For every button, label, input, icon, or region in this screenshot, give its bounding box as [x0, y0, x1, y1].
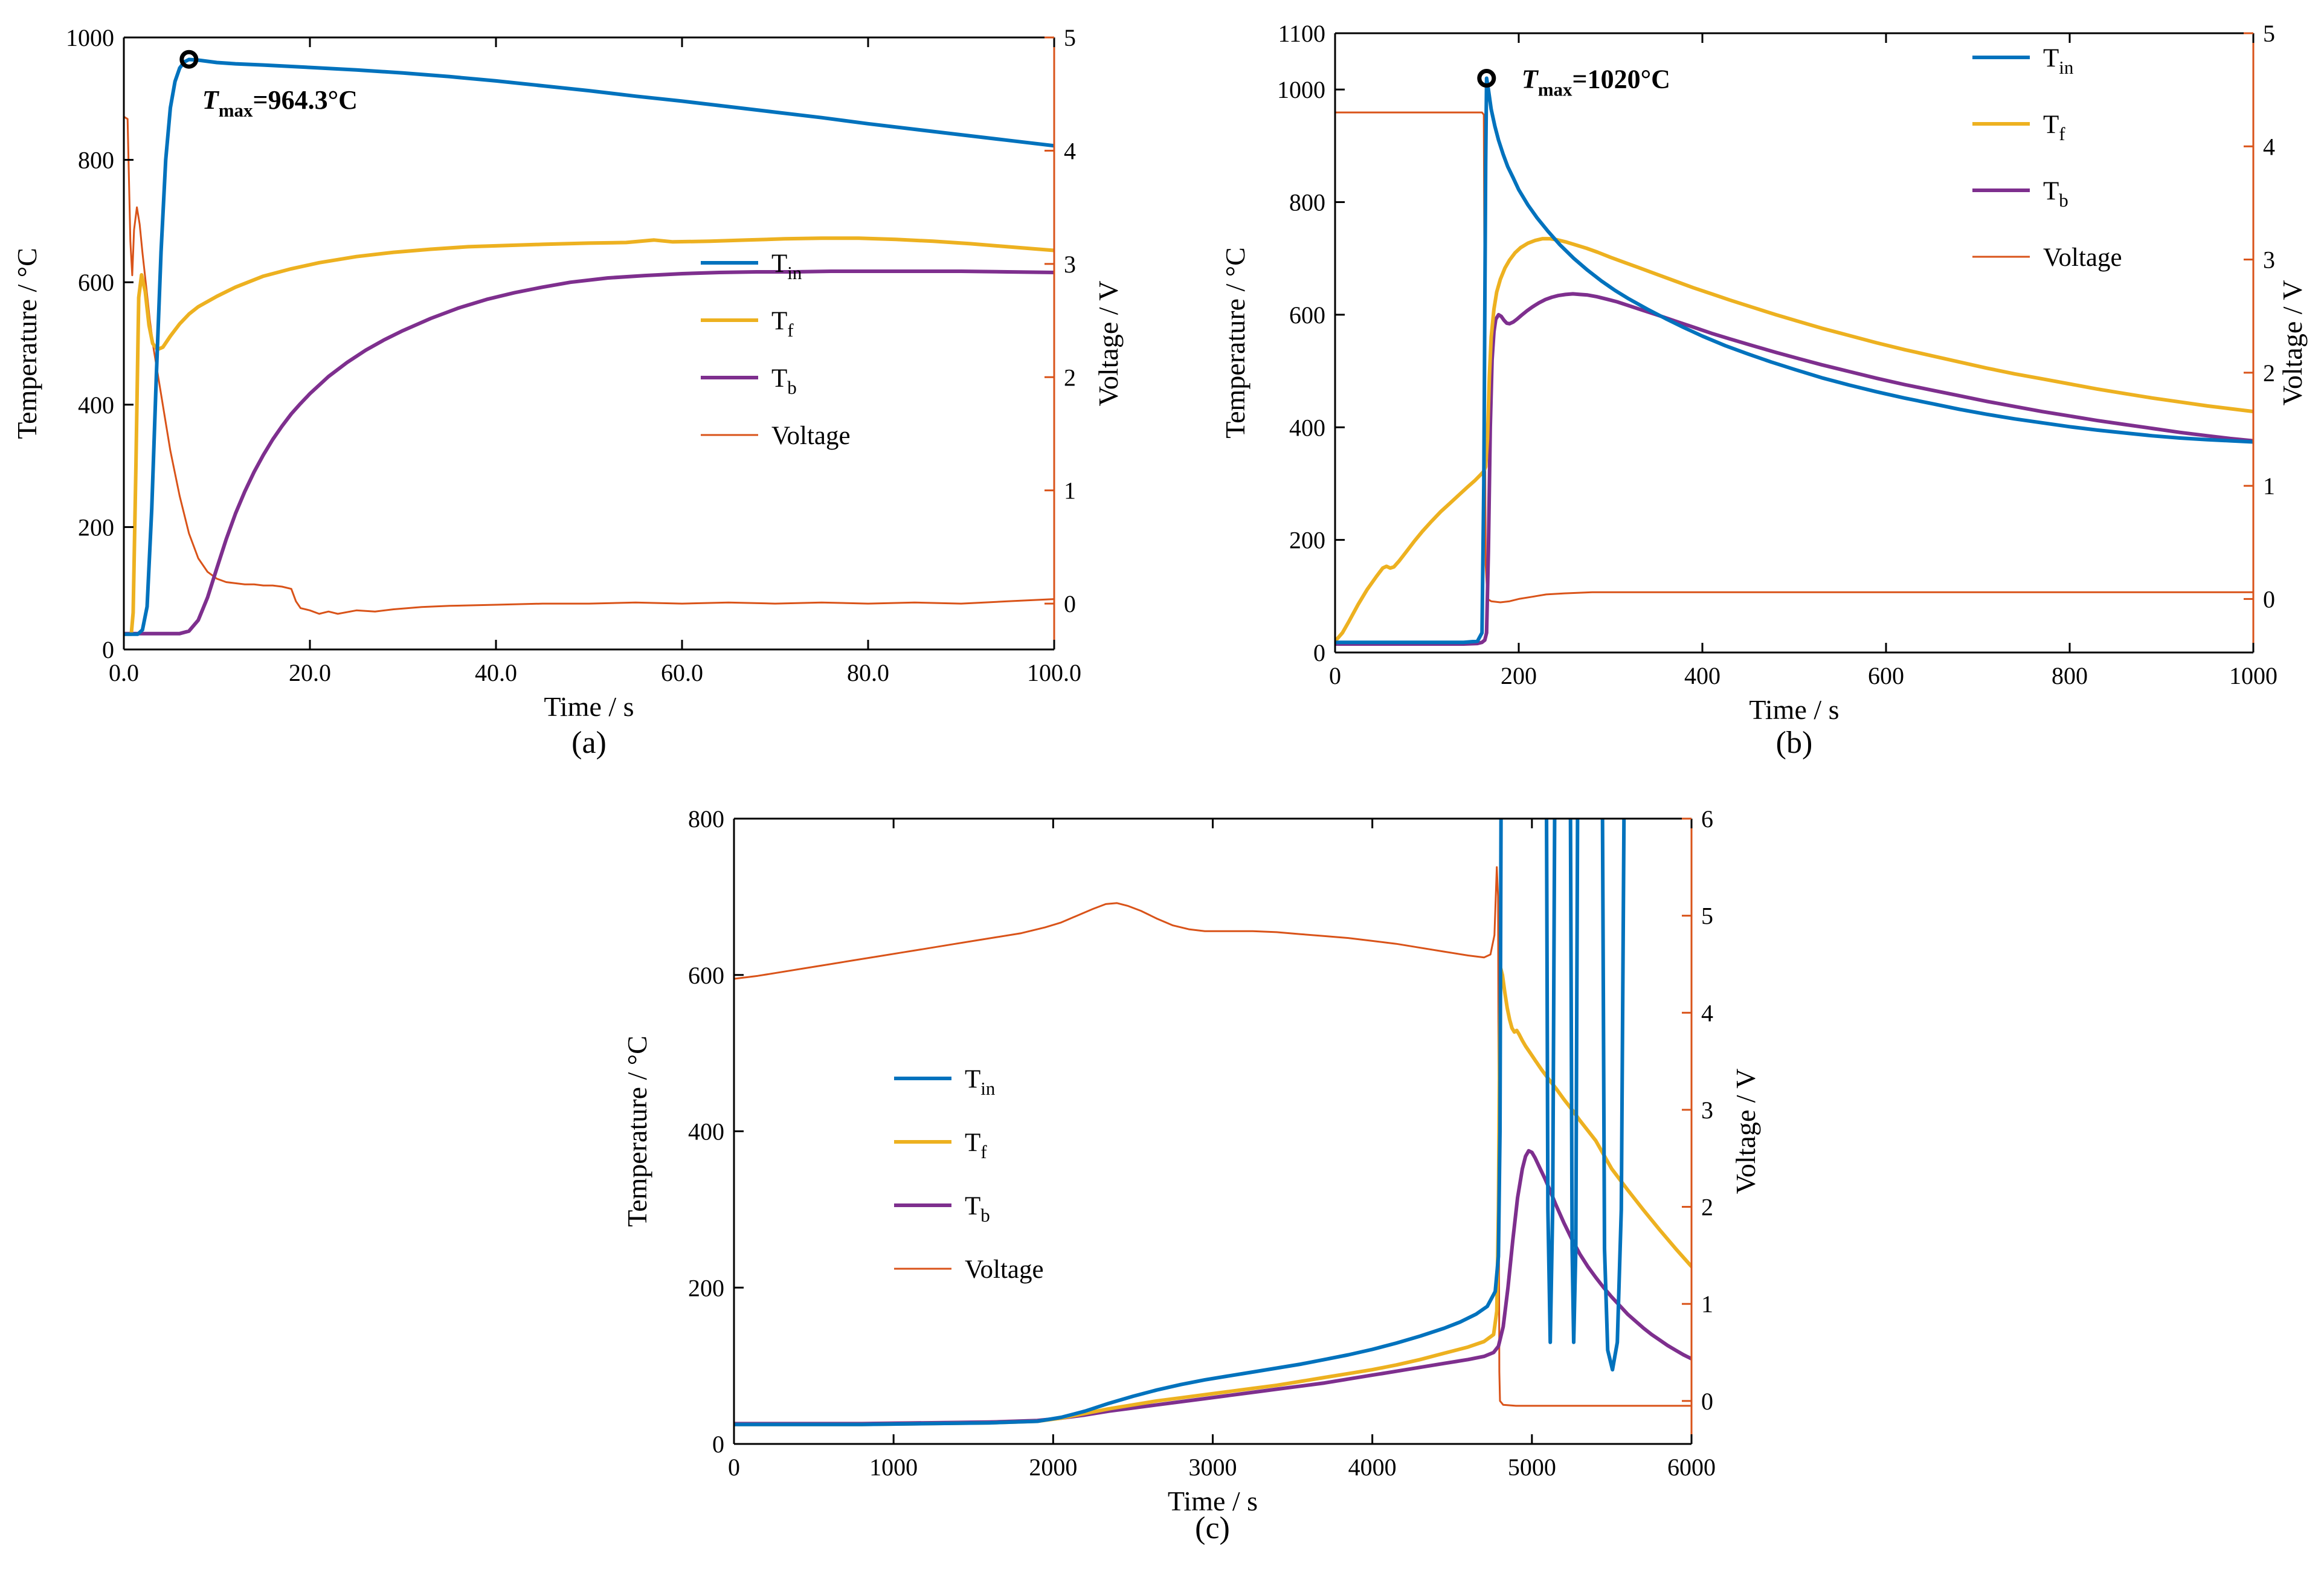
chart-c-plot-area — [734, 819, 1691, 1426]
chart-c-ytick-left-label: 400 — [688, 1118, 724, 1145]
chart-c-ytick-left-label: 800 — [688, 805, 724, 833]
chart-a-series-Voltage — [124, 115, 1054, 615]
chart-b-ytick-right-label: 1 — [2263, 472, 2275, 500]
chart-b-series-Voltage — [1335, 111, 2253, 604]
chart-a: 0.0 20.0 40.0 60.0 80.0 100.0 0 200 400 600 800 100… — [11, 24, 1124, 722]
chart-b: 0 200 400 600 800 1000 0 200 400 600 800 1000 1100 0 1… — [1220, 20, 2308, 725]
chart-a-legend-label-Voltage: Voltage — [771, 422, 851, 450]
chart-a-ylabel-left: Temperature / °C — [11, 248, 42, 439]
chart-a-ytick-left-label: 400 — [78, 391, 114, 419]
chart-b-ytick-right-label: 3 — [2263, 246, 2275, 274]
chart-c-legend-label-T_in: Tin — [965, 1065, 996, 1099]
chart-b-legend-label-T_in: Tin — [2043, 44, 2074, 78]
chart-c-xtick-label: 4000 — [1348, 1454, 1397, 1481]
chart-b-xtick-label: 1000 — [2229, 662, 2277, 689]
chart-c-ytick-left-label: 600 — [688, 962, 724, 989]
chart-b-xtick-label: 600 — [1868, 662, 1904, 689]
chart-c-xtick-label: 1000 — [869, 1454, 918, 1481]
chart-b-ytick-left-label: 600 — [1289, 301, 1325, 329]
chart-b-xtick-label: 800 — [2052, 662, 2088, 689]
chart-b-ytick-right-label: 4 — [2263, 133, 2275, 160]
chart-b-legend-label-T_b: Tb — [2043, 177, 2068, 211]
chart-c-ytick-right-label: 2 — [1701, 1194, 1713, 1221]
caption-a: (a) — [571, 726, 607, 760]
chart-a-ytick-left-label: 600 — [78, 269, 114, 296]
chart-b-series-T_f — [1335, 237, 2253, 643]
chart-b-ytick-left-label: 800 — [1289, 189, 1325, 216]
chart-b-ytick-left-label: 1100 — [1278, 20, 1325, 47]
chart-c-ytick-right-label: 4 — [1701, 999, 1713, 1026]
chart-c-legend-label-T_f: Tf — [965, 1129, 987, 1162]
chart-a-ytick-right-label: 3 — [1064, 251, 1076, 278]
chart-a-legend-label-T_in: Tin — [771, 250, 802, 283]
chart-b-ytick-right-label: 0 — [2263, 585, 2275, 613]
caption-b: (b) — [1775, 726, 1813, 760]
chart-c-ytick-left-label: 0 — [712, 1431, 724, 1458]
chart-c-ylabel-left: Temperature / °C — [622, 1036, 652, 1227]
chart-a-ytick-left-label: 0 — [102, 636, 114, 663]
chart-a-ytick-right-label: 5 — [1064, 24, 1076, 51]
chart-a-xtick-label: 80.0 — [847, 659, 889, 686]
chart-b-ytick-right-label: 5 — [2263, 20, 2275, 47]
chart-a-xtick-label: 60.0 — [661, 659, 703, 686]
chart-c-series-T_in — [734, 819, 1626, 1426]
chart-a-ytick-right-label: 1 — [1064, 477, 1076, 504]
chart-a-xtick-label: 40.0 — [475, 659, 517, 686]
chart-a-series-T_in — [124, 57, 1054, 636]
chart-b-peak-marker — [1477, 69, 1496, 88]
chart-a-xtick-label: 20.0 — [289, 659, 331, 686]
chart-b-ytick-right-label: 2 — [2263, 359, 2275, 387]
chart-b-xlabel: Time / s — [1749, 694, 1839, 725]
chart-c-xtick-label: 5000 — [1508, 1454, 1556, 1481]
chart-b-ytick-left-label: 400 — [1289, 414, 1325, 441]
chart-c-legend-label-Voltage: Voltage — [965, 1255, 1044, 1284]
chart-b-legend-label-Voltage: Voltage — [2043, 243, 2122, 272]
chart-a-ytick-left-label: 800 — [78, 147, 114, 174]
chart-c-legend-label-T_b: Tb — [965, 1192, 990, 1226]
chart-b-xtick-label: 400 — [1684, 662, 1720, 689]
chart-c-xlabel: Time / s — [1168, 1486, 1258, 1516]
chart-c-ytick-left-label: 200 — [688, 1274, 724, 1301]
chart-a-ytick-right-label: 4 — [1064, 137, 1076, 164]
chart-b-legend-label-T_f: Tf — [2043, 111, 2065, 144]
chart-b-series-T_in — [1335, 76, 2253, 645]
chart-c-xtick-label: 2000 — [1029, 1454, 1077, 1481]
chart-c-ytick-right-label: 6 — [1701, 805, 1713, 833]
chart-a-xtick-label: 0.0 — [109, 659, 139, 686]
chart-c-xtick-label: 6000 — [1667, 1454, 1716, 1481]
chart-b-xtick-label: 200 — [1501, 662, 1537, 689]
chart-a-ytick-left-label: 1000 — [66, 24, 114, 51]
chart-b-ytick-left-label: 0 — [1313, 639, 1325, 666]
chart-b-ylabel-left: Temperature / °C — [1220, 247, 1251, 439]
chart-a-ytick-left-label: 200 — [78, 514, 114, 541]
chart-b-series-T_b — [1335, 292, 2253, 646]
chart-c-xtick-label: 3000 — [1189, 1454, 1237, 1481]
chart-a-ytick-right-label: 0 — [1064, 590, 1076, 617]
chart-c-ytick-right-label: 1 — [1701, 1290, 1713, 1318]
chart-a-ytick-right-label: 2 — [1064, 364, 1076, 391]
chart-a-ylabel-right: Voltage / V — [1093, 281, 1124, 407]
chart-c-ylabel-right: Voltage / V — [1730, 1069, 1761, 1194]
chart-a-plot-area — [124, 57, 1054, 636]
chart-b-ytick-left-label: 1000 — [1277, 76, 1325, 103]
chart-c-xtick-label: 0 — [728, 1454, 740, 1481]
chart-b-ylabel-right: Voltage / V — [2277, 280, 2308, 406]
caption-c: (c) — [1195, 1511, 1230, 1545]
chart-c-ytick-right-label: 0 — [1701, 1388, 1713, 1415]
chart-c-ytick-right-label: 5 — [1701, 903, 1713, 930]
chart-a-xtick-label: 100.0 — [1027, 659, 1081, 686]
chart-c: 0 1000 2000 3000 4000 5000 6000 0 200 400 600 800 0 1… — [622, 805, 1761, 1516]
chart-b-plot-area — [1335, 76, 2253, 646]
chart-b-peak-annotation: Tmax=1020°C — [1522, 65, 1670, 100]
chart-a-peak-marker — [179, 50, 199, 69]
chart-a-series-T_b — [124, 269, 1054, 636]
chart-a-series-T_f — [124, 236, 1054, 636]
chart-a-peak-annotation: Tmax=964.3°C — [202, 85, 358, 121]
chart-a-legend-label-T_f: Tf — [771, 307, 794, 341]
chart-a-legend-label-T_b: Tb — [771, 364, 797, 398]
chart-b-xtick-label: 0 — [1329, 662, 1341, 689]
chart-c-ytick-right-label: 3 — [1701, 1097, 1713, 1124]
chart-a-xlabel: Time / s — [544, 691, 634, 722]
chart-b-ytick-left-label: 200 — [1289, 527, 1325, 554]
